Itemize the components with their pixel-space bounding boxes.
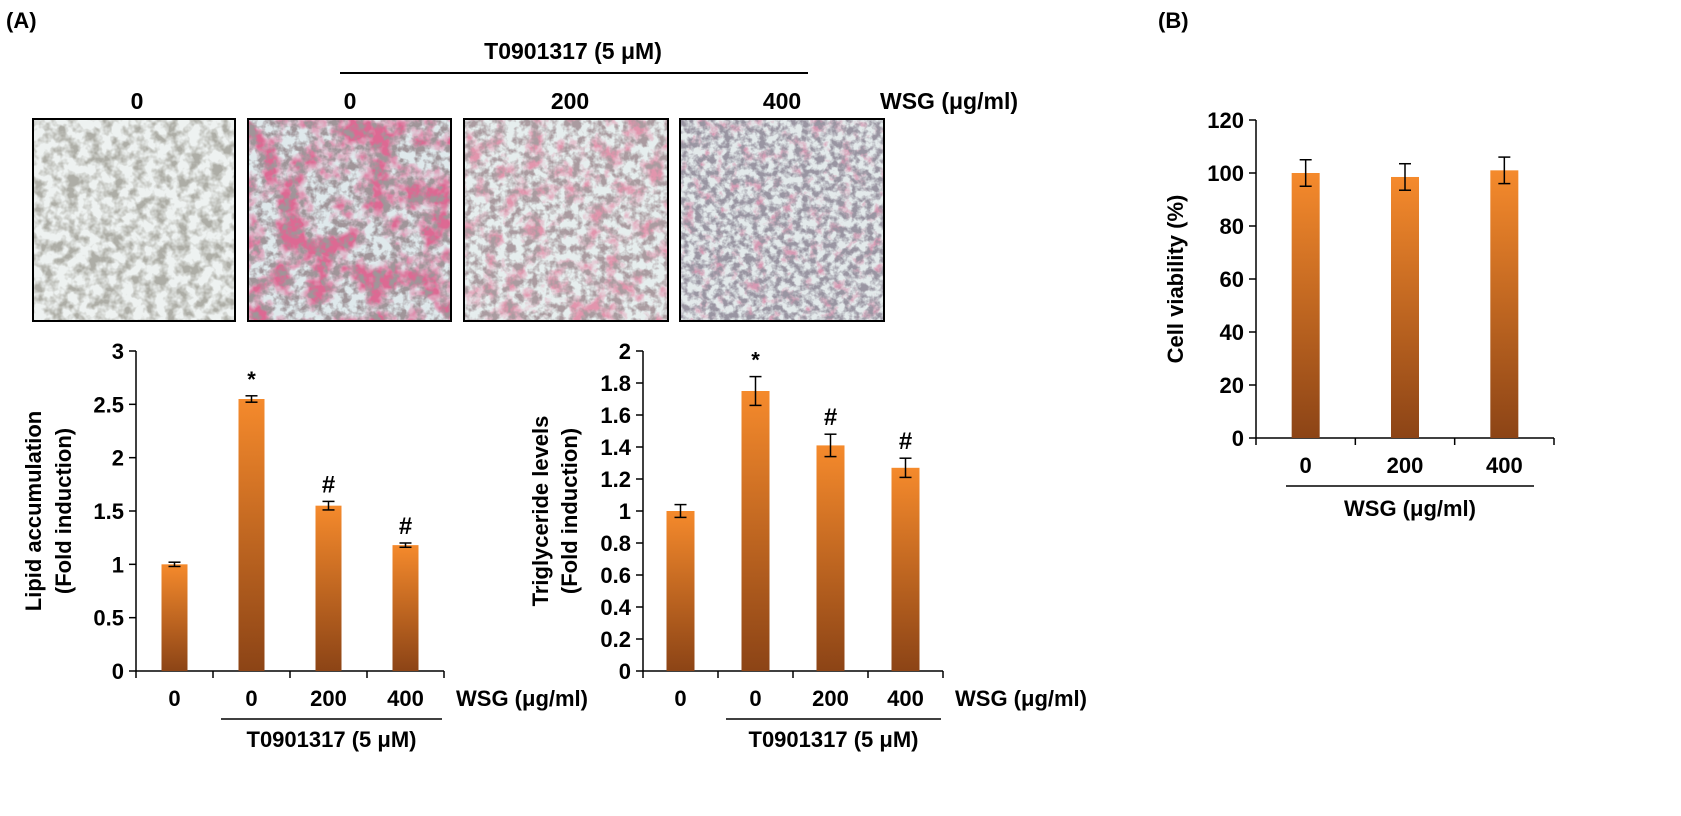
x-category-label: 0 xyxy=(674,686,686,711)
bar xyxy=(392,545,419,671)
bar xyxy=(1391,176,1419,438)
y-tick-label: 1.5 xyxy=(93,499,124,524)
y-tick-label: 1.8 xyxy=(600,371,631,396)
x-group-label: WSG (μg/ml) xyxy=(955,686,1087,711)
y-tick-label: 3 xyxy=(112,339,124,364)
bracket-label: T0901317 (5 μM) xyxy=(247,727,417,752)
treatment-header: T0901317 (5 μM) xyxy=(484,38,662,64)
micrograph-t0901317-image xyxy=(249,120,450,320)
micrograph-t0901317 xyxy=(247,118,452,322)
significance-mark: # xyxy=(824,404,837,431)
dose-label-t400: 400 xyxy=(762,88,802,114)
y-tick-label: 80 xyxy=(1220,214,1244,239)
x-category-label: 0 xyxy=(168,686,180,711)
micrograph-control xyxy=(32,118,236,322)
cell-viability-chart: 0 20 40 60 80 100 120 0 200 400 Cell viability (%)… xyxy=(1163,108,1555,521)
x-category-label: 0 xyxy=(749,686,761,711)
x-category-label: 0 xyxy=(1300,453,1312,478)
y-tick-label: 1 xyxy=(619,499,631,524)
treatment-bracket-line xyxy=(340,72,808,74)
x-category-label: 200 xyxy=(1387,453,1424,478)
panel-label-a: (A) xyxy=(6,8,37,33)
x-category-label: 400 xyxy=(387,686,424,711)
y-tick-label: 0.6 xyxy=(600,563,631,588)
y-tick-label: 0 xyxy=(1232,426,1244,451)
significance-mark: # xyxy=(322,471,335,498)
bracket-label: T0901317 (5 μM) xyxy=(749,727,919,752)
x-category-label: 400 xyxy=(1486,453,1523,478)
triglyceride-chart: 0 0.2 0.4 0.6 0.8 1 1.2 1.4 1.6 1.8 2 0 * 0 #200 #400 Tr… xyxy=(528,339,1087,752)
lipid-accumulation-chart: 0 0.5 1 1.5 2 2.5 3 0 * 0 #200 #400 Lipid accumulati… xyxy=(21,339,588,752)
y-tick-label: 60 xyxy=(1220,267,1244,292)
y-tick-label: 2.5 xyxy=(93,392,124,417)
x-category-label: 200 xyxy=(310,686,347,711)
micrograph-wsg200-image xyxy=(465,120,667,320)
bar xyxy=(1291,173,1320,438)
y-tick-label: 20 xyxy=(1220,373,1244,398)
y-tick-label: 1.2 xyxy=(600,467,631,492)
significance-mark: # xyxy=(899,428,912,455)
y-axis-label-line2: (Fold induction) xyxy=(51,428,76,594)
significance-mark: # xyxy=(399,513,412,540)
bar xyxy=(666,511,695,671)
significance-mark: * xyxy=(751,348,760,373)
y-tick-label: 0 xyxy=(112,659,124,684)
y-tick-label: 100 xyxy=(1207,161,1244,186)
x-group-label: WSG (μg/ml) xyxy=(1344,496,1476,521)
dose-label-t0: 0 xyxy=(343,88,357,114)
x-category-label: 200 xyxy=(812,686,849,711)
bar xyxy=(238,399,265,671)
bar xyxy=(891,467,920,671)
wsg-header-label: WSG (μg/ml) xyxy=(880,88,1018,114)
micrograph-wsg200 xyxy=(463,118,669,322)
y-tick-label: 1.4 xyxy=(600,435,631,460)
bar xyxy=(161,564,188,671)
bar xyxy=(816,445,845,671)
y-tick-label: 0 xyxy=(619,659,631,684)
micrograph-wsg400 xyxy=(679,118,885,322)
y-axis-label-line2: (Fold induction) xyxy=(557,428,582,594)
y-axis-label-line1: Lipid accumulation xyxy=(21,411,46,611)
y-axis-label: Cell viability (%) xyxy=(1163,195,1188,364)
y-axis-label-line1: Triglyceride levels xyxy=(528,416,553,607)
y-tick-label: 1 xyxy=(112,552,124,577)
bar xyxy=(741,391,770,671)
y-tick-label: 120 xyxy=(1207,108,1244,133)
y-tick-label: 40 xyxy=(1220,320,1244,345)
x-category-label: 0 xyxy=(245,686,257,711)
significance-mark: * xyxy=(247,367,256,392)
bar xyxy=(1490,170,1519,438)
y-tick-label: 1.6 xyxy=(600,403,631,428)
y-tick-label: 0.2 xyxy=(600,627,631,652)
y-tick-label: 2 xyxy=(112,446,124,471)
x-category-label: 400 xyxy=(887,686,924,711)
y-tick-label: 0.4 xyxy=(600,595,631,620)
x-group-label: WSG (μg/ml) xyxy=(456,686,588,711)
panel-label-b: (B) xyxy=(1158,8,1189,33)
dose-label-t200: 200 xyxy=(550,88,590,114)
micrograph-wsg400-image xyxy=(681,120,883,320)
y-tick-label: 0.5 xyxy=(93,606,124,631)
y-tick-label: 0.8 xyxy=(600,531,631,556)
y-tick-label: 2 xyxy=(619,339,631,364)
micrograph-control-image xyxy=(34,120,234,320)
dose-label-control: 0 xyxy=(130,88,144,114)
bar xyxy=(315,505,342,671)
